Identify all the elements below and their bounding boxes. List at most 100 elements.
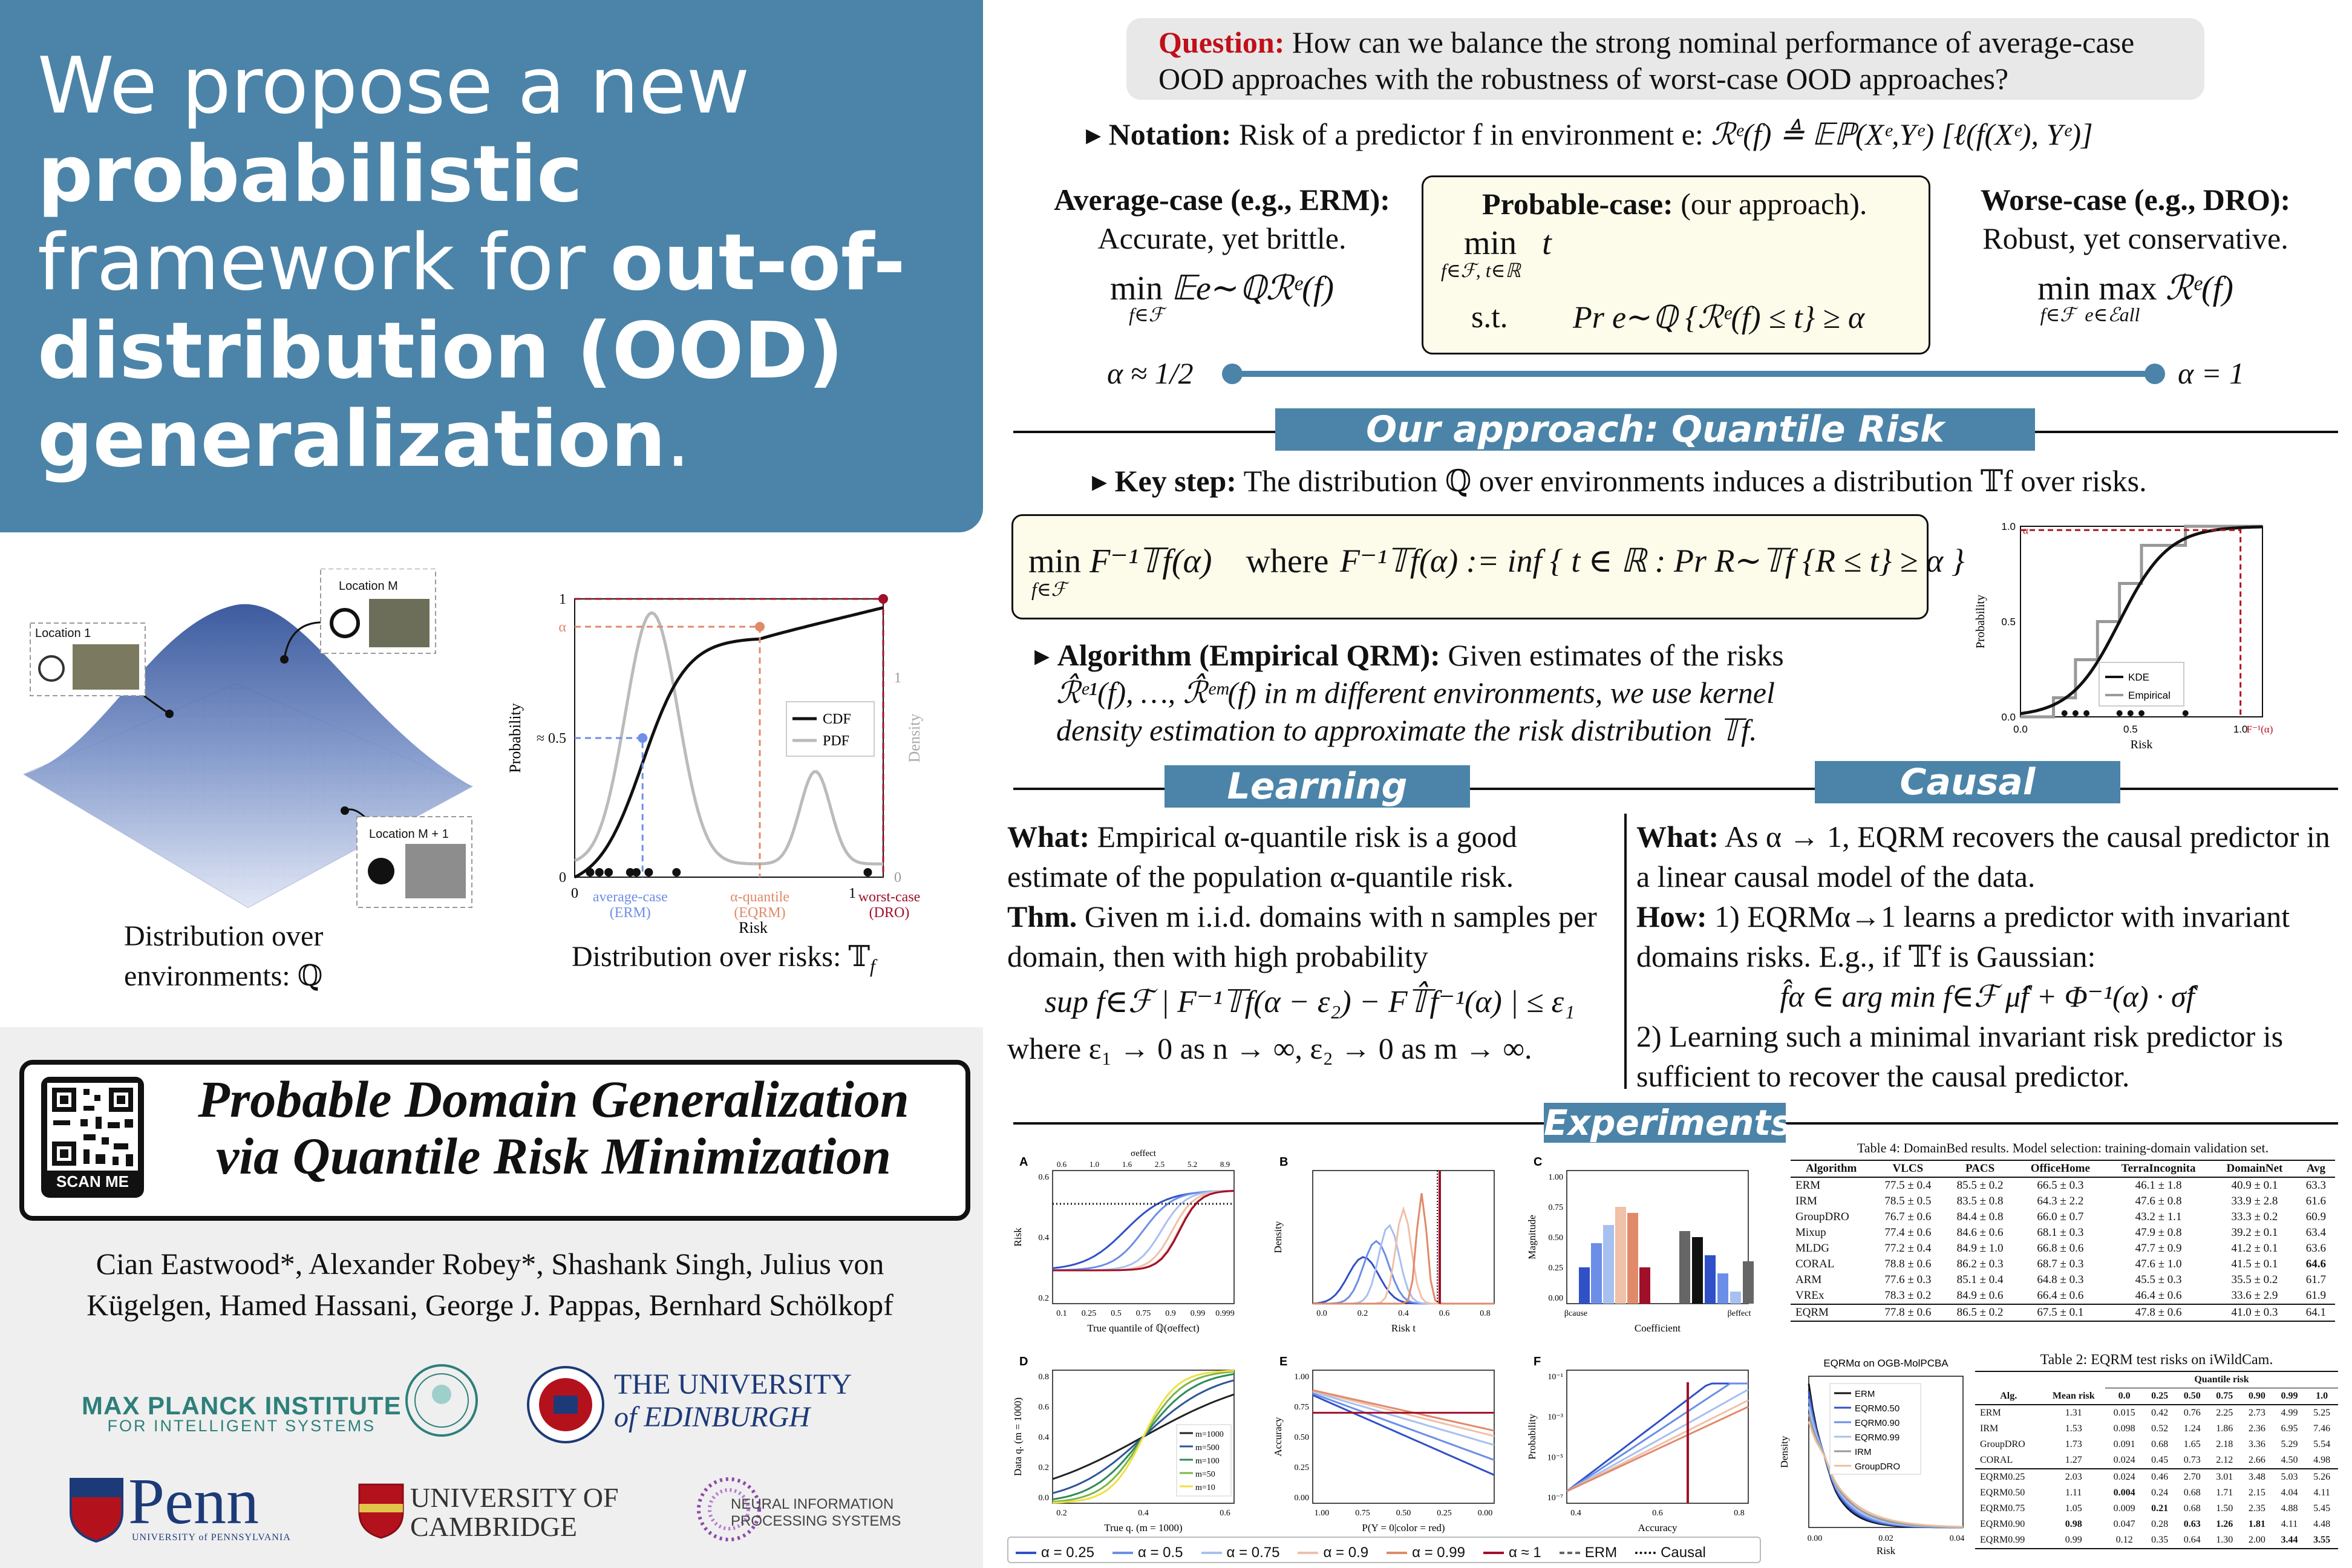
kde-sample-6 [2182,710,2189,716]
section-our-approach: Our approach: Quantile Risk Minimization [1275,408,2035,493]
kde-alpha: α [2023,524,2028,536]
probable-case-constraint: Pr e∼ℚ {ℛᵉ(f) ≤ t} ≥ α [1573,301,1865,335]
t2-cell: 5.26 [2305,1468,2338,1485]
t4-cell: ARM [1795,1273,1822,1286]
t2-cell: 1.81 [2248,1519,2265,1529]
panel-D-legend-1: m=500 [1195,1443,1220,1452]
t4-cell: 63.4 [2305,1226,2326,1239]
worst-case-point [878,594,888,604]
panel-A-ytick-0: 0.6 [1039,1173,1050,1182]
panel-E-xlabel: P(Y = 0|color = red) [1362,1522,1445,1534]
panel-F-curve-4 [1566,1406,1749,1492]
panel-D-legend-4: m=10 [1195,1483,1215,1492]
table-row: ERM 77.5 ± 0.4 85.5 ± 0.2 66.5 ± 0.3 46.1 ± … [1791,1177,2335,1194]
y-tick-1: α [558,619,566,635]
panel-D-ytick-4: 0.0 [1039,1494,1050,1503]
panel-F-ylabel: Probability [1526,1414,1538,1460]
penn-logo-text: Penn [128,1466,259,1538]
key-step: ▸ Key step: The distribution ℚ over envi… [1092,464,2147,498]
penn-shield-icon [70,1478,123,1543]
location-1-card [30,622,146,696]
risk-sample-7 [863,868,872,877]
t2-cell: 3.44 [2273,1532,2306,1549]
t2-header-6: 0.90 [2241,1388,2273,1405]
env-caption: Distribution over environments: ℚ [124,920,324,992]
panel-A-xtick-2: 0.5 [1111,1309,1122,1318]
t2-cell: 1.50 [2216,1503,2233,1514]
title-part-2: framework for [38,218,610,308]
panel-D-ytick-2: 0.4 [1039,1433,1050,1442]
panel-B-ylabel: Density [1272,1221,1284,1253]
t4-cell: 33.3 ± 0.2 [2231,1210,2278,1223]
exp-legend-label-0: α = 0.25 [1041,1544,1094,1561]
t4-cell: 43.2 ± 1.1 [2135,1210,2182,1223]
table-row: IRM 78.5 ± 0.5 83.5 ± 0.8 64.3 ± 2.2 47.6 ± … [1791,1194,2335,1209]
t4-cell: 41.0 ± 0.3 [2212,1304,2297,1322]
section-causal-recovery: Causal Recovery [1815,761,2120,846]
t2-cell: 0.091 [2113,1439,2135,1449]
t4-cell: 84.9 ± 0.6 [1956,1289,2004,1302]
t4-header-1: VLCS [1872,1160,1944,1178]
kde-y-tick-1: 0.5 [2001,616,2016,628]
t4-cell: ERM [1795,1179,1821,1192]
t2-cell: 3.55 [2305,1532,2338,1549]
qr-label: SCAN ME [56,1172,129,1191]
panel-A-curve-1 [1052,1189,1235,1272]
t4-cell: 35.5 ± 0.2 [2231,1273,2278,1286]
kde-x-quantile: F⁻¹(α) [2247,724,2273,735]
t2-cell: EQRM0.50 [1980,1488,2025,1498]
t2-group-header: Quantile risk [2105,1371,2338,1388]
t4-cell: 78.5 ± 0.5 [1884,1195,1932,1207]
t4-cell: 40.9 ± 0.1 [2231,1179,2278,1192]
t4-header-5: DomainNet [2212,1160,2297,1178]
t4-cell: 77.6 ± 0.3 [1884,1273,1932,1286]
risk-sample-0 [586,868,595,877]
panel-D-legend-2: m=100 [1195,1457,1220,1466]
panel-F-label: F [1534,1355,1541,1368]
t4-cell: 33.9 ± 2.8 [2231,1195,2278,1207]
notation: ▸ Notation: Risk of a predictor f in env… [1086,117,2093,151]
risk-sample-4 [632,868,641,877]
mol-xtick-0: 0.00 [1808,1534,1823,1543]
table-row: Mixup 77.4 ± 0.6 84.6 ± 0.6 68.1 ± 0.3 47.9 … [1791,1225,2335,1241]
exp-legend-item-4: α = 0.99 [1387,1541,1465,1565]
title-part-4: . [665,394,691,485]
panel-C-bar-2 [1603,1225,1614,1304]
alpha-right-label: α = 1 [2178,356,2244,390]
t4-cell: 76.7 ± 0.6 [1884,1210,1932,1223]
exp-legend-item-2: α = 0.75 [1201,1541,1279,1565]
panel-D-xtick-1: 0.4 [1138,1509,1149,1518]
risk-distribution-chart: 1 α ≈ 0.5 0 1 0 0 1 Probability Density Risk averag… [496,581,980,938]
exp-legend-swatch-0 [1016,1552,1036,1554]
panel-F-curve-2 [1566,1388,1749,1492]
kde-x-tick-2: 1.0 [2233,724,2248,735]
panel-F-curve-1 [1566,1382,1748,1492]
worst-annotation-2: (DRO) [869,905,910,921]
panel-A-xtick-6: 0.999 [1215,1309,1235,1318]
panel-C-bar-11 [1743,1261,1754,1304]
t4-cell: 64.8 ± 0.3 [2037,1273,2084,1286]
qrm-definition: F⁻¹𝕋f(α) := inf { t ∈ ℝ : Pr R∼𝕋f {R ≤ t… [1340,543,1965,579]
panel-E-ytick-3: 0.25 [1295,1463,1310,1472]
t4-cell: 61.7 [2305,1273,2326,1286]
t4-cell: 64.1 [2296,1304,2335,1322]
t2-header-5: 0.75 [2208,1388,2241,1405]
qr-code[interactable] [41,1077,144,1198]
column-divider [1624,814,1627,1089]
t4-cell: 41.5 ± 0.1 [2231,1258,2278,1270]
t4-cell: 47.7 ± 0.9 [2135,1242,2182,1255]
location-m-card [320,569,436,654]
t2-cell: 2.00 [2241,1532,2273,1549]
legend-cdf: CDF [823,711,851,727]
mol-ylabel: Density [1779,1436,1790,1468]
t2-cell: 0.99 [2042,1532,2105,1549]
t2-cell: 4.99 [2281,1408,2298,1418]
exp-legend-item-0: α = 0.25 [1016,1541,1094,1565]
worst-case-block: Worse-case (e.g., DRO): Robust, yet cons… [1980,183,2291,325]
t2-cell: 4.98 [2313,1455,2331,1465]
table2-caption: Table 2: EQRM test risks on iWildCam. [2040,1352,2273,1368]
panel-C-frame [1566,1170,1749,1304]
panel-C-label: C [1534,1155,1542,1169]
t2-header-0: Alg. [1975,1388,2042,1405]
location-1-label: Location 1 [35,627,91,640]
